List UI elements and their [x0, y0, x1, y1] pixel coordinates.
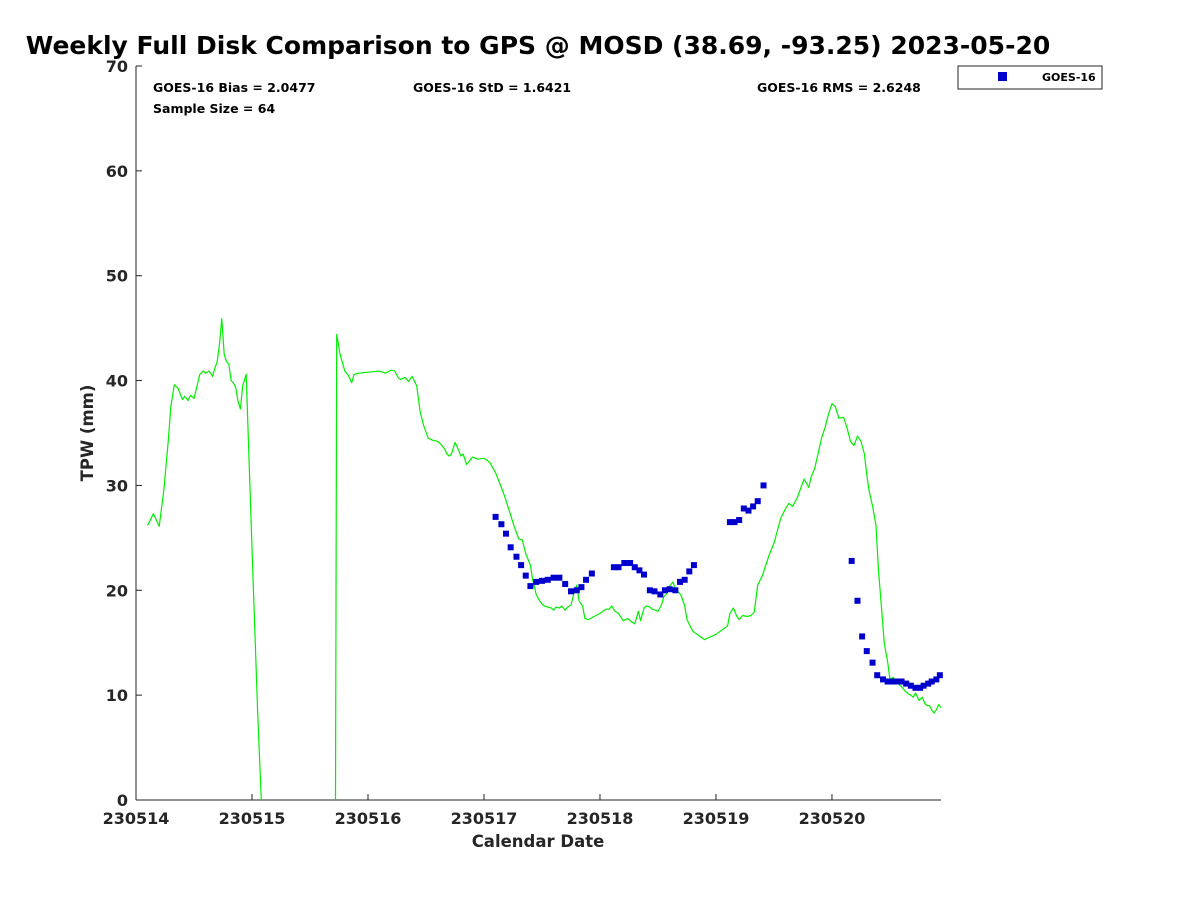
goes-16-point	[898, 678, 905, 685]
x-tick-label: 230520	[799, 809, 866, 828]
goes-16-point	[498, 521, 505, 528]
y-tick-label: 30	[106, 476, 128, 495]
y-tick-label: 50	[106, 267, 128, 286]
legend: GOES-16	[957, 65, 1103, 90]
goes-16-point	[750, 503, 757, 510]
y-tick-label: 70	[106, 57, 128, 76]
goes-16-point	[573, 587, 580, 594]
stat-std: GOES-16 StD = 1.6421	[413, 80, 571, 95]
legend-marker	[998, 72, 1007, 81]
x-tick-label: 230516	[335, 809, 402, 828]
goes-16-point	[621, 560, 628, 567]
x-tick-label: 230517	[451, 809, 518, 828]
gps-series	[147, 318, 942, 801]
goes-16-point	[556, 574, 563, 581]
goes-16-point	[544, 576, 551, 583]
goes-16-point	[588, 570, 595, 577]
legend-label: GOES-16	[1042, 71, 1096, 84]
goes-16-point	[513, 553, 520, 560]
goes-16-point	[681, 576, 688, 583]
goes-16-point	[893, 678, 900, 685]
goes-16-point	[503, 530, 510, 537]
goes-16-point	[583, 576, 590, 583]
goes-16-point	[636, 567, 643, 574]
goes-16-point	[928, 678, 935, 685]
goes-16-point	[920, 682, 927, 689]
stat-bias: GOES-16 Bias = 2.0477	[153, 80, 315, 95]
goes-16-point	[917, 684, 924, 691]
y-tick-label: 60	[106, 162, 128, 181]
goes-16-point	[615, 564, 622, 571]
legend-box	[957, 65, 1103, 90]
axis-ticks: 0 10 20 30 40 50 60 70 230514 230515 230516 230517 2…	[103, 57, 866, 828]
y-axis-label: TPW (mm)	[78, 385, 97, 482]
goes-16-point	[884, 678, 891, 685]
goes-16-point	[889, 678, 896, 685]
goes-16-point	[631, 564, 638, 571]
goes-16-series	[492, 482, 943, 691]
goes-16-point	[527, 583, 534, 590]
goes-16-point	[627, 560, 634, 567]
goes-16-point	[859, 633, 866, 640]
goes-16-point	[903, 680, 910, 687]
goes-16-point	[578, 584, 585, 591]
goes-16-point	[740, 505, 747, 512]
goes-16-point	[854, 597, 861, 604]
goes-16-point	[550, 574, 557, 581]
gps-line	[334, 333, 942, 801]
goes-16-point	[646, 587, 653, 594]
goes-16-point	[651, 588, 658, 595]
goes-16-point	[661, 587, 668, 594]
goes-16-point	[863, 648, 870, 655]
goes-16-point	[686, 568, 693, 575]
goes-16-point	[933, 676, 940, 683]
goes-16-point	[677, 578, 684, 585]
y-tick-label: 20	[106, 581, 128, 600]
goes-16-point	[880, 676, 887, 683]
goes-16-point	[745, 507, 752, 514]
goes-16-point	[936, 672, 943, 679]
x-tick-label: 230515	[219, 809, 286, 828]
goes-16-point	[754, 498, 761, 505]
y-tick-label: 10	[106, 686, 128, 705]
gps-line	[147, 318, 262, 801]
x-tick-label: 230518	[567, 809, 634, 828]
goes-16-point	[907, 682, 914, 689]
goes-16-point	[848, 557, 855, 564]
goes-16-point	[760, 482, 767, 489]
goes-16-point	[869, 659, 876, 666]
y-tick-label: 40	[106, 372, 128, 391]
goes-16-point	[726, 519, 733, 526]
x-axis-label: Calendar Date	[472, 832, 605, 851]
goes-16-point	[657, 591, 664, 598]
plot-area: 0 10 20 30 40 50 60 70 230514 230515 230516 230517 2…	[103, 57, 943, 828]
goes-16-point	[874, 672, 881, 679]
stat-sample-size: Sample Size = 64	[153, 101, 275, 116]
goes-16-point	[538, 577, 545, 584]
goes-16-point	[641, 571, 648, 578]
chart-title: Weekly Full Disk Comparison to GPS @ MOS…	[26, 31, 1050, 60]
goes-16-point	[925, 680, 932, 687]
goes-16-point	[492, 513, 499, 520]
x-tick-label: 230514	[103, 809, 170, 828]
goes-16-point	[507, 544, 514, 551]
goes-16-point	[567, 588, 574, 595]
stat-rms: GOES-16 RMS = 2.6248	[757, 80, 921, 95]
goes-16-point	[912, 684, 919, 691]
y-tick-label: 0	[117, 791, 128, 810]
goes-16-point	[522, 572, 529, 579]
x-tick-label: 230519	[683, 809, 750, 828]
goes-16-point	[731, 519, 738, 526]
goes-16-point	[610, 564, 617, 571]
goes-16-point	[672, 587, 679, 594]
goes-16-point	[690, 562, 697, 569]
goes-16-point	[736, 517, 743, 524]
goes-16-point	[533, 578, 540, 585]
goes-16-point	[518, 562, 525, 569]
goes-16-point	[562, 580, 569, 587]
goes-16-point	[666, 586, 673, 593]
